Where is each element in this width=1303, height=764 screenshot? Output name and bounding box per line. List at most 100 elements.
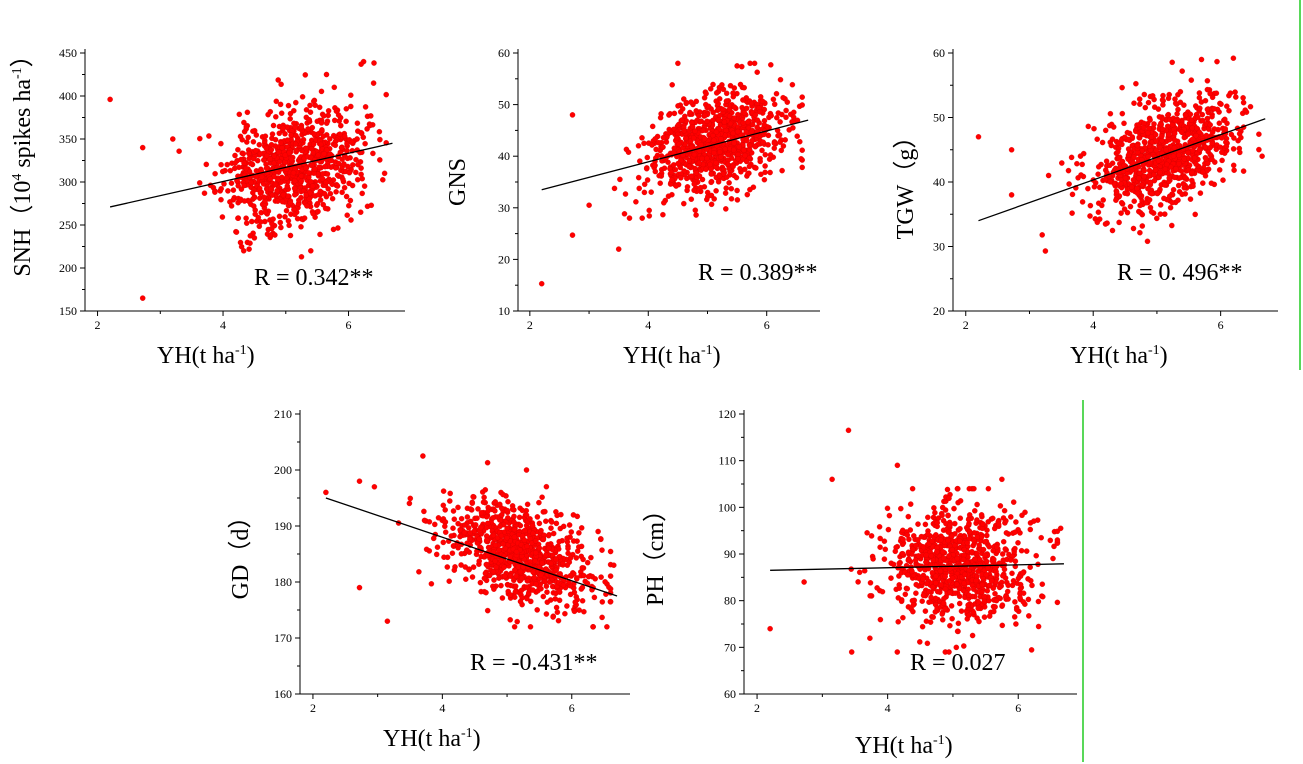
scatter-point bbox=[736, 144, 743, 150]
y-tick-label: 170 bbox=[274, 631, 292, 645]
scatter-point bbox=[1057, 525, 1064, 532]
scatter-point bbox=[302, 72, 309, 78]
scatter-point bbox=[930, 614, 936, 620]
scatter-point bbox=[730, 147, 737, 153]
scatter-point bbox=[270, 122, 277, 129]
scatter-point bbox=[723, 98, 730, 104]
scatter-point bbox=[579, 584, 586, 591]
scatter-point bbox=[920, 576, 926, 582]
scatter-point bbox=[568, 529, 575, 535]
scatter-point bbox=[1204, 86, 1211, 93]
scatter-point bbox=[687, 109, 693, 116]
scatter-point bbox=[517, 568, 524, 575]
scatter-point bbox=[1010, 499, 1017, 505]
scatter-point bbox=[1171, 144, 1178, 151]
scatter-point bbox=[934, 588, 941, 595]
scatter-point bbox=[611, 562, 617, 568]
scatter-point bbox=[1214, 58, 1220, 65]
scatter-point bbox=[319, 127, 325, 133]
scatter-point bbox=[611, 185, 618, 192]
scatter-point bbox=[406, 500, 413, 507]
scatter-point bbox=[945, 537, 951, 544]
scatter-point bbox=[228, 180, 235, 186]
scatter-point bbox=[279, 145, 285, 151]
scatter-point bbox=[1039, 232, 1045, 238]
scatter-point bbox=[458, 551, 465, 557]
scatter-point bbox=[746, 163, 753, 170]
scatter-point bbox=[544, 589, 550, 595]
scatter-point bbox=[377, 136, 383, 143]
scatter-point bbox=[1148, 190, 1155, 197]
scatter-point bbox=[1125, 146, 1132, 152]
scatter-point bbox=[966, 512, 973, 518]
scatter-point bbox=[1108, 121, 1115, 128]
scatter-point bbox=[1211, 106, 1217, 112]
scatter-point bbox=[235, 215, 241, 221]
scatter-point bbox=[1147, 204, 1154, 211]
scatter-point bbox=[734, 187, 740, 194]
scatter-point bbox=[273, 114, 279, 120]
scatter-point bbox=[543, 552, 549, 558]
scatter-point bbox=[449, 550, 456, 556]
scatter-point bbox=[586, 202, 592, 208]
scatter-point bbox=[671, 110, 678, 117]
scatter-point bbox=[287, 232, 294, 239]
scatter-point bbox=[946, 495, 952, 502]
scatter-point bbox=[957, 498, 964, 504]
scatter-point bbox=[639, 135, 645, 141]
scatter-point bbox=[971, 485, 977, 492]
scatter-point bbox=[1001, 507, 1008, 514]
scatter-point bbox=[325, 108, 332, 114]
scatter-point bbox=[269, 192, 276, 198]
scatter-point bbox=[542, 578, 548, 585]
scatter-point bbox=[1035, 623, 1042, 630]
scatter-point bbox=[241, 182, 247, 189]
x-tick-label: 4 bbox=[885, 701, 891, 715]
scatter-point bbox=[500, 491, 506, 498]
scatter-point bbox=[243, 165, 249, 172]
scatter-point bbox=[574, 513, 581, 520]
scatter-point bbox=[961, 533, 968, 540]
scatter-point bbox=[1012, 545, 1018, 552]
scatter-point bbox=[553, 567, 559, 574]
scatter-point bbox=[710, 109, 716, 116]
scatter-point bbox=[683, 135, 689, 141]
scatter-point bbox=[599, 599, 606, 605]
scatter-point bbox=[692, 207, 699, 213]
scatter-point bbox=[717, 149, 723, 155]
scatter-point bbox=[607, 548, 614, 555]
scatter-point bbox=[298, 194, 304, 201]
scatter-point bbox=[306, 196, 313, 202]
y-tick-label: 60 bbox=[933, 46, 945, 60]
scatter-point bbox=[268, 146, 275, 153]
scatter-point bbox=[960, 556, 967, 563]
scatter-point bbox=[1000, 538, 1007, 545]
scatter-point bbox=[327, 151, 333, 157]
scatter-point bbox=[966, 529, 973, 535]
scatter-point bbox=[677, 109, 684, 115]
scatter-point bbox=[867, 635, 873, 641]
scatter-point bbox=[1010, 578, 1017, 584]
scatter-point bbox=[1154, 190, 1161, 197]
scatter-point bbox=[733, 174, 740, 181]
scatter-point bbox=[648, 189, 654, 195]
scatter-point bbox=[345, 163, 351, 170]
scatter-point bbox=[540, 536, 547, 543]
scatter-point bbox=[538, 280, 545, 287]
scatter-point bbox=[299, 94, 306, 100]
scatter-point bbox=[718, 154, 724, 160]
scatter-point bbox=[902, 591, 909, 598]
scatter-point bbox=[745, 170, 751, 177]
scatter-point bbox=[315, 208, 321, 215]
scatter-point bbox=[279, 198, 286, 205]
scatter-point bbox=[856, 569, 863, 576]
scatter-point bbox=[309, 183, 316, 189]
scatter-point bbox=[913, 590, 919, 596]
scatter-point bbox=[1147, 117, 1153, 123]
y-tick-label: 110 bbox=[718, 454, 736, 468]
scatter-point bbox=[879, 588, 886, 595]
scatter-point bbox=[1087, 213, 1093, 219]
scatter-point bbox=[985, 519, 991, 525]
scatter-point bbox=[945, 529, 952, 535]
scatter-point bbox=[513, 548, 520, 555]
